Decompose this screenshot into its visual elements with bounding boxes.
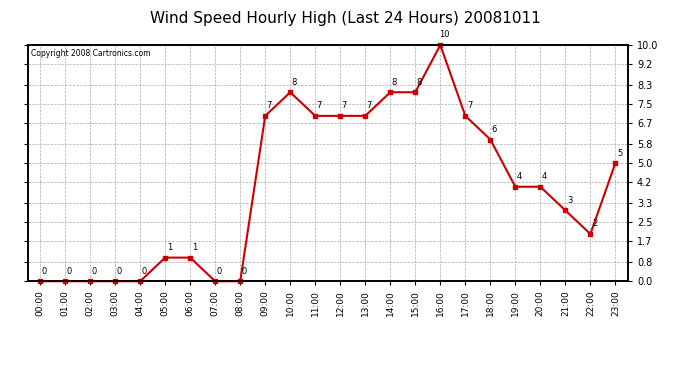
Text: Wind Speed Hourly High (Last 24 Hours) 20081011: Wind Speed Hourly High (Last 24 Hours) 2… (150, 11, 540, 26)
Text: 0: 0 (241, 267, 247, 276)
Text: 0: 0 (117, 267, 122, 276)
Text: 10: 10 (440, 30, 450, 39)
Text: 7: 7 (367, 101, 372, 110)
Text: 0: 0 (217, 267, 222, 276)
Text: 7: 7 (342, 101, 347, 110)
Text: 8: 8 (417, 78, 422, 87)
Text: 2: 2 (592, 219, 597, 228)
Text: 7: 7 (317, 101, 322, 110)
Text: 8: 8 (392, 78, 397, 87)
Text: Copyright 2008 Cartronics.com: Copyright 2008 Cartronics.com (30, 48, 150, 57)
Text: 7: 7 (467, 101, 472, 110)
Text: 8: 8 (292, 78, 297, 87)
Text: 0: 0 (141, 267, 147, 276)
Text: 3: 3 (567, 196, 572, 205)
Text: 4: 4 (517, 172, 522, 181)
Text: 0: 0 (67, 267, 72, 276)
Text: 1: 1 (192, 243, 197, 252)
Text: 4: 4 (542, 172, 547, 181)
Text: 7: 7 (267, 101, 272, 110)
Text: 0: 0 (41, 267, 47, 276)
Text: 0: 0 (92, 267, 97, 276)
Text: 6: 6 (492, 125, 497, 134)
Text: 5: 5 (617, 148, 622, 158)
Text: 1: 1 (167, 243, 172, 252)
